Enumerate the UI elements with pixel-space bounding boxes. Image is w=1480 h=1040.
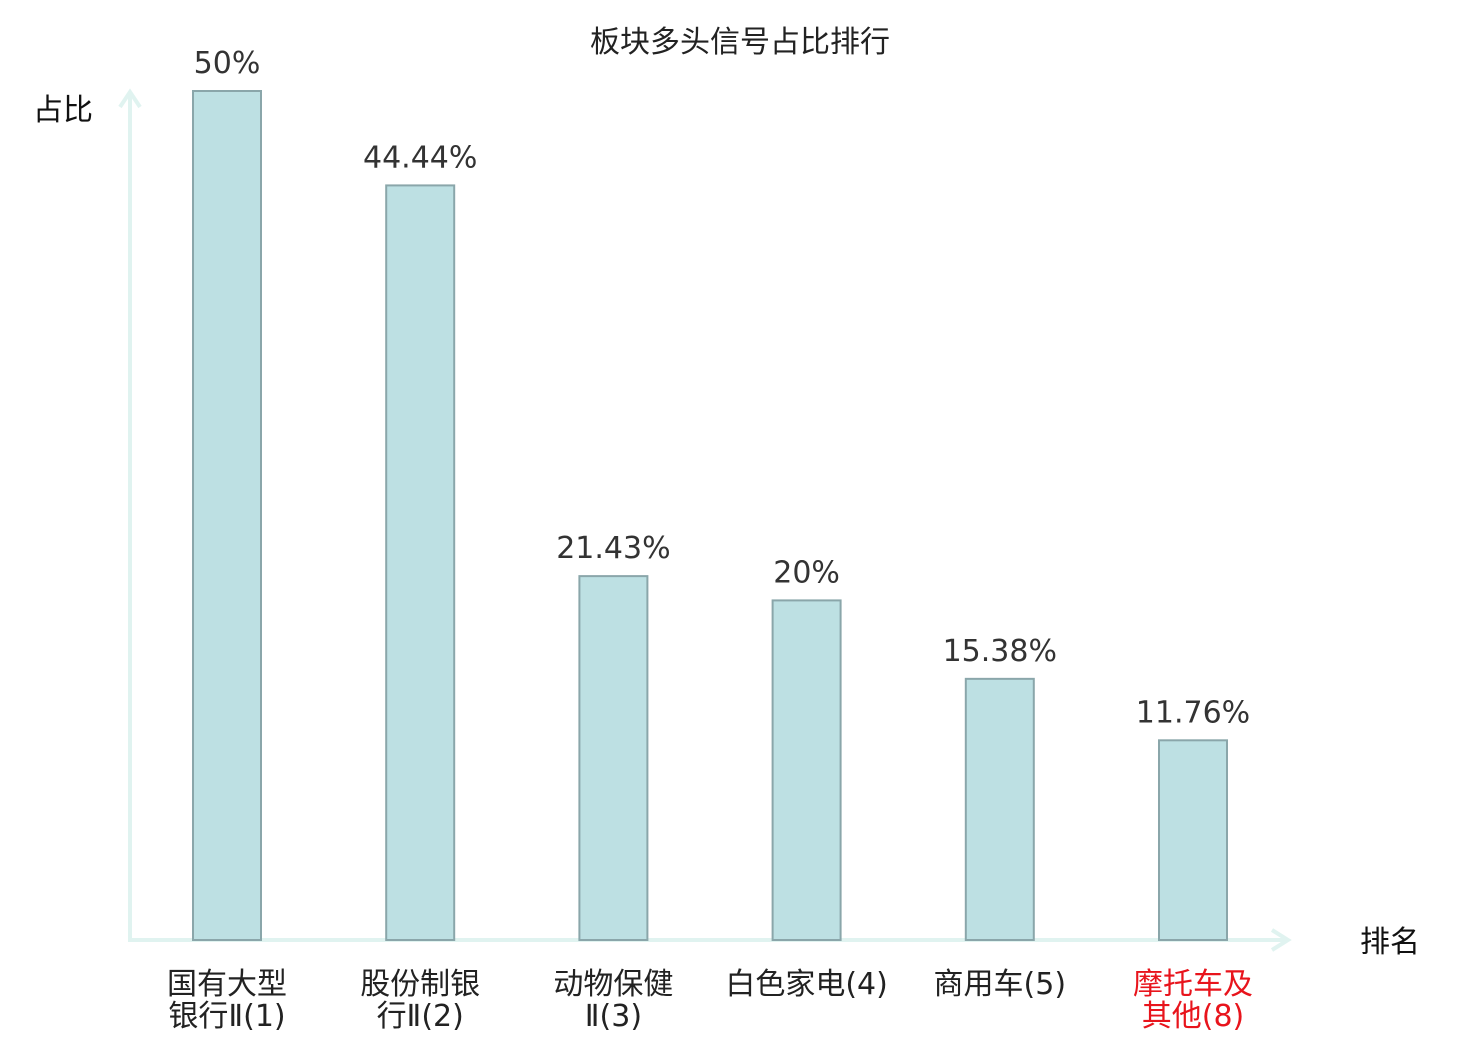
x-tick-label-line: 白色家电(4) (725, 967, 888, 1002)
bar-value-label: 20% (773, 555, 840, 590)
bar (964, 677, 1035, 941)
bar (385, 184, 456, 941)
bar (771, 599, 842, 942)
x-tick-label: 动物保健 Ⅱ(3) (553, 967, 673, 1034)
x-tick-label-line: 银行Ⅱ(1) (168, 999, 285, 1034)
x-tick-label-line: 行Ⅱ(2) (377, 999, 464, 1034)
bar-value-label: 11.76% (1136, 695, 1250, 730)
x-tick-label: 股份制银行Ⅱ(2) (360, 967, 480, 1034)
chart-title: 板块多头信号占比排行 (590, 25, 890, 60)
x-tick-label: 国有大型银行Ⅱ(1) (167, 967, 287, 1034)
y-axis-arrow-icon (118, 88, 142, 109)
value-labels-group: 50% 44.44% 21.43% 20% 15.38% 11.76% (194, 46, 1251, 730)
x-tick-label: 商用车(5) (934, 967, 1067, 1002)
x-tick-label-line: 摩托车及 (1133, 967, 1253, 1002)
x-tick-label: 摩托车及其他(8) (1133, 967, 1253, 1034)
x-tick-label-line: 动物保健 (553, 967, 673, 1002)
bar-value-label: 15.38% (943, 634, 1057, 669)
x-tick-label-line: 商用车(5) (934, 967, 1067, 1002)
x-tick-label-line: 股份制银 (360, 967, 480, 1002)
x-tick-label: 白色家电(4) (725, 967, 888, 1002)
bar-value-label: 44.44% (363, 140, 477, 175)
category-labels-group: 国有大型银行Ⅱ(1) 股份制银行Ⅱ(2) 动物保健 Ⅱ(3) 白色家电(4) 商用车(5)… (167, 967, 1253, 1034)
bar (578, 575, 649, 941)
bar-value-label: 50% (194, 46, 261, 81)
bars-group (192, 90, 1228, 942)
bar-value-label: 21.43% (556, 531, 670, 566)
x-axis-arrow-icon (1270, 928, 1292, 952)
bar (1158, 739, 1228, 941)
bar (192, 90, 262, 941)
x-tick-label-line: Ⅱ(3) (585, 999, 642, 1034)
x-tick-label-line: 国有大型 (167, 967, 287, 1002)
x-tick-label-line: 其他(8) (1142, 999, 1245, 1034)
x-axis-label: 排名 (1360, 925, 1420, 960)
y-axis-label: 占比 (33, 93, 93, 128)
